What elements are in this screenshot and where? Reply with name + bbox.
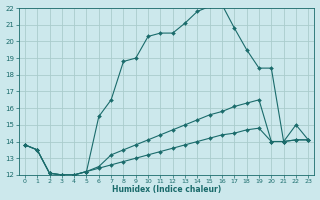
X-axis label: Humidex (Indice chaleur): Humidex (Indice chaleur)	[112, 185, 221, 194]
